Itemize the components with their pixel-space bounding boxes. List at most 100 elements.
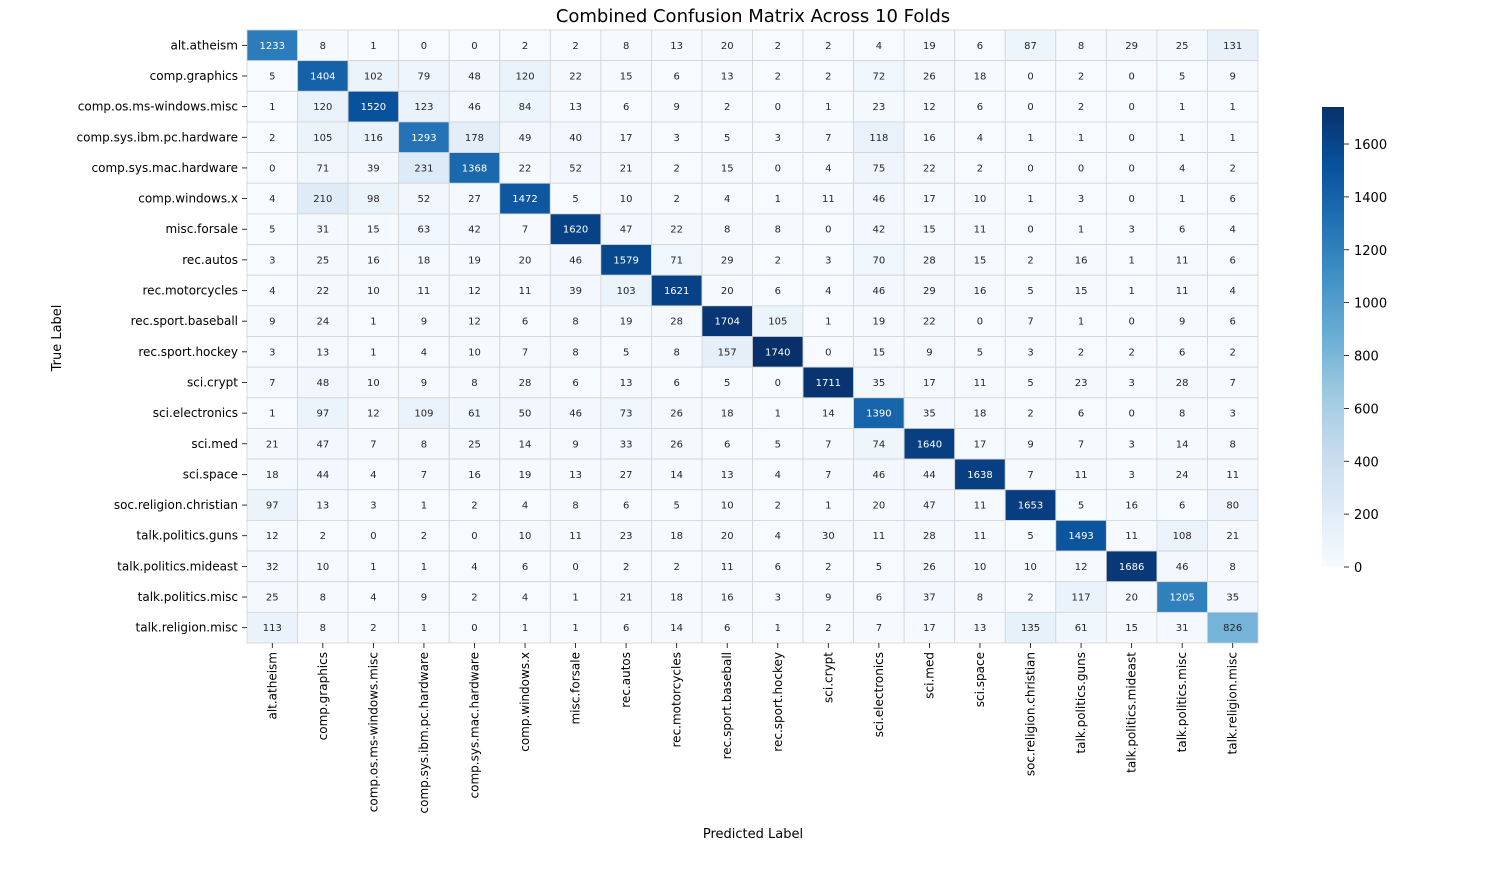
heatmap-cell xyxy=(347,29,400,62)
heatmap-cell xyxy=(651,428,703,460)
cell-value-label: 70 xyxy=(873,255,886,266)
heatmap-cell xyxy=(651,520,703,552)
heatmap-cell xyxy=(297,244,349,276)
cell-value-label: 1 xyxy=(1230,133,1236,144)
cell-value-label: 1 xyxy=(522,623,528,634)
heatmap-cell xyxy=(651,90,703,123)
cell-value-label: 74 xyxy=(873,439,886,450)
heatmap-cell xyxy=(954,182,1006,215)
heatmap-cell xyxy=(499,366,551,399)
heatmap-cell xyxy=(600,121,652,153)
cell-value-label: 826 xyxy=(1223,623,1242,634)
cell-value-label: 80 xyxy=(1226,501,1239,512)
cell-value-label: 1 xyxy=(825,317,831,328)
heatmap-cell xyxy=(752,244,804,276)
heatmap-cell xyxy=(1004,489,1057,521)
cell-value-label: 46 xyxy=(569,255,582,266)
heatmap-cells xyxy=(246,29,1259,644)
cell-value-label: 24 xyxy=(1176,470,1189,481)
cell-value-label: 22 xyxy=(923,317,936,328)
cell-value-label: 25 xyxy=(468,439,481,450)
cell-value-label: 30 xyxy=(822,531,835,542)
heatmap-cell xyxy=(448,458,501,491)
cell-value-label: 6 xyxy=(1230,194,1236,205)
cell-value-label: 14 xyxy=(1176,439,1189,450)
cell-value-label: 79 xyxy=(418,71,431,82)
heatmap-cell xyxy=(1055,244,1107,276)
cell-value-label: 0 xyxy=(1128,317,1134,328)
cell-value-label: 1 xyxy=(775,194,781,205)
heatmap-cell xyxy=(853,121,905,153)
heatmap-cell xyxy=(347,60,400,92)
heatmap-cell xyxy=(752,611,804,644)
cell-value-label: 28 xyxy=(519,378,532,389)
heatmap-cell xyxy=(398,182,450,215)
cell-value-label: 2 xyxy=(825,41,831,52)
cell-value-label: 25 xyxy=(266,593,279,604)
heatmap-cell xyxy=(954,121,1006,153)
heatmap-cell xyxy=(297,520,349,552)
cell-value-label: 3 xyxy=(1078,194,1084,205)
heatmap-cell xyxy=(297,60,349,92)
x-tick-label: comp.sys.mac.hardware xyxy=(467,652,481,798)
cell-value-label: 31 xyxy=(1176,623,1189,634)
cell-value-label: 3 xyxy=(1128,439,1134,450)
cell-value-label: 22 xyxy=(923,163,936,174)
cell-value-label: 0 xyxy=(1128,102,1134,113)
cell-value-label: 44 xyxy=(923,470,936,481)
heatmap-cell xyxy=(903,213,956,245)
heatmap-cell xyxy=(347,274,400,307)
cell-value-label: 48 xyxy=(468,71,481,82)
cell-value-label: 0 xyxy=(825,225,831,236)
cell-value-label: 2 xyxy=(775,255,781,266)
heatmap-cell xyxy=(752,152,804,184)
cell-value-label: 8 xyxy=(1230,562,1236,573)
cell-value-label: 14 xyxy=(670,623,683,634)
heatmap-cell xyxy=(1004,121,1057,153)
heatmap-cell xyxy=(448,182,501,215)
cell-value-label: 6 xyxy=(1179,501,1185,512)
cell-value-label: 0 xyxy=(775,102,781,113)
cell-value-label: 2 xyxy=(775,71,781,82)
x-tick-label: soc.religion.christian xyxy=(1024,652,1038,776)
heatmap-cell xyxy=(600,520,652,552)
heatmap-cell xyxy=(701,397,753,429)
heatmap-cell xyxy=(297,90,349,123)
cell-value-label: 5 xyxy=(269,225,275,236)
cell-value-label: 6 xyxy=(775,562,781,573)
heatmap-cell xyxy=(1055,397,1107,429)
cell-value-label: 1 xyxy=(269,409,275,420)
colorbar-tick-label: 600 xyxy=(1354,402,1379,417)
cell-value-label: 20 xyxy=(519,255,532,266)
cell-value-label: 13 xyxy=(670,41,683,52)
cell-value-label: 6 xyxy=(775,286,781,297)
x-tick-label: sci.space xyxy=(973,652,987,707)
x-tick-labels: alt.atheism comp.graphics comp.os.ms-windo… xyxy=(265,643,1240,813)
heatmap-cell xyxy=(246,458,298,491)
cell-value-label: 71 xyxy=(316,163,329,174)
y-tick-label: talk.politics.misc xyxy=(138,590,238,604)
heatmap-cell xyxy=(1105,611,1158,644)
cell-value-label: 19 xyxy=(873,317,886,328)
heatmap-cell xyxy=(600,60,652,92)
cell-value-label: 1621 xyxy=(664,286,689,297)
cell-value-label: 3 xyxy=(269,347,275,358)
cell-value-label: 10 xyxy=(974,562,987,573)
y-tick-label: talk.politics.mideast xyxy=(117,559,238,573)
heatmap-cell xyxy=(297,213,349,245)
cell-value-label: 1293 xyxy=(411,133,436,144)
heatmap-cell xyxy=(600,90,652,123)
heatmap-cell xyxy=(903,489,956,521)
cell-value-label: 116 xyxy=(364,133,383,144)
heatmap-cell xyxy=(1055,274,1107,307)
cell-value-label: 6 xyxy=(673,71,679,82)
cell-value-label: 1711 xyxy=(816,378,841,389)
heatmap-cell xyxy=(651,152,703,184)
heatmap-cell xyxy=(1156,90,1208,123)
cell-value-label: 26 xyxy=(923,71,936,82)
heatmap-cell xyxy=(499,90,551,123)
heatmap-cell xyxy=(1156,336,1208,368)
heatmap-cell xyxy=(1207,581,1259,613)
cell-value-label: 2 xyxy=(775,41,781,52)
cell-value-label: 102 xyxy=(364,71,383,82)
